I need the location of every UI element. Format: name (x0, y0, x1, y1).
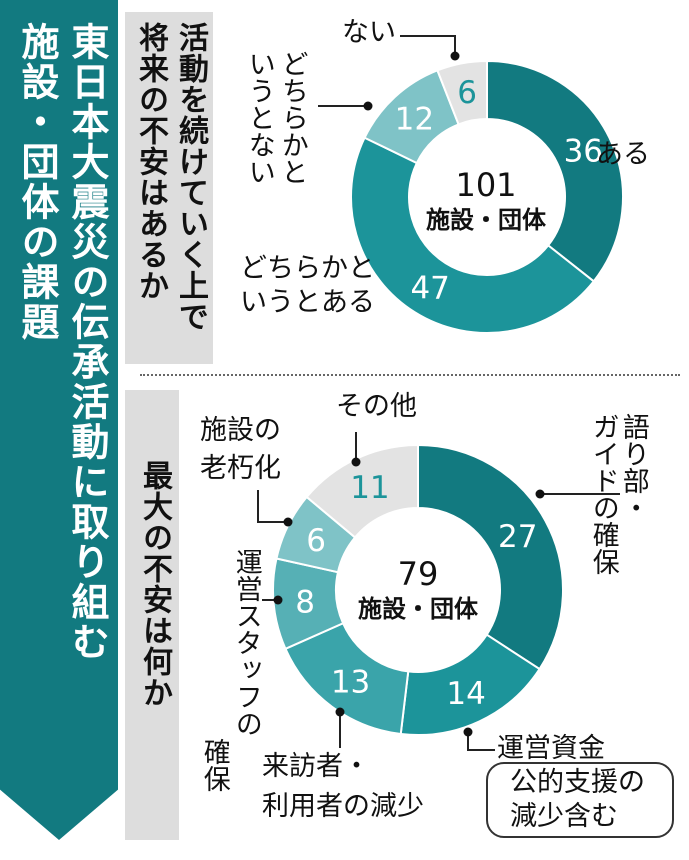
chart1-label-somewhat-no-1: どちらかと (276, 50, 308, 185)
chart1-label-somewhat-yes-1: どちらかと (240, 253, 375, 284)
chart1-leader-somewhat-no-dot (363, 101, 373, 111)
question-1-line-1: 活動を続けていく上で (173, 22, 208, 332)
chart1-center-unit: 施設・団体 (426, 206, 546, 234)
title-panel: 東日本大震災の伝承活動に取り組む 施設・団体の課題 (0, 0, 118, 840)
chart2-label-funds-1: 運営資金 (497, 733, 605, 764)
chart1-value-label-4: 6 (457, 75, 477, 111)
question-1-panel: 活動を続けていく上で 将来の不安はあるか (125, 12, 213, 364)
question-2-panel: 最大の不安は何か (125, 390, 179, 840)
chart2-leader-aging-dot (283, 517, 293, 527)
title-line-1: 東日本大震災の伝承活動に取り組む (65, 22, 109, 662)
chart2-label-staff-2: 確保 (198, 738, 230, 792)
chart2-leader-other-dot (351, 457, 361, 467)
chart2-leader-funds (467, 732, 495, 751)
chart1-slice-2 (350, 136, 596, 334)
chart1-leader-nai (400, 35, 456, 56)
chart1-label-somewhat-no-2: いうとない (243, 50, 275, 185)
chart2-label-visitors-1: 来訪者・ (262, 751, 370, 782)
question-2-text: 最大の不安は何か (137, 460, 172, 708)
label-leader-lines (257, 35, 620, 751)
chart2-funds-bracket (486, 762, 674, 838)
chart1-label-somewhat-yes-2: いうとある (240, 287, 375, 318)
chart2-leader-aging (257, 490, 288, 523)
chart2-value-label-6: 11 (350, 470, 389, 506)
chart2-label-guide-2b: の確保 (587, 494, 619, 575)
chart2-center-unit: 施設・団体 (358, 595, 478, 623)
chart2-label-guide-1b: 部・ (617, 467, 649, 521)
chart1-slice-4 (436, 59, 488, 126)
chart2-leader-visitors-dot (335, 707, 345, 717)
chart2-leader-funds-dot (463, 727, 473, 737)
chart1-value-label-2: 47 (410, 271, 449, 307)
chart2-label-other: その他 (336, 391, 417, 422)
chart2-label-guide-2: ガイドの確保 (587, 413, 619, 575)
chart2-label-guide-2a: ガイド (587, 413, 619, 494)
chart2-label-guide-1a: 語り (617, 413, 649, 467)
question-1-line-2: 将来の不安はあるか (133, 22, 168, 301)
chart2-label-funds-2: 公的支援の (510, 767, 645, 798)
chart2-slice-1 (417, 443, 564, 671)
chart2-leader-staff-dot (273, 595, 283, 605)
donut-chart-2: 27 14 13 8 6 11 (272, 443, 564, 736)
chart2-center-total: 79 (397, 555, 439, 593)
chart2-value-label-1: 27 (498, 519, 537, 555)
chart1-label-aru: ある (596, 139, 650, 170)
chart2-label-aging-1: 施設の (200, 415, 281, 446)
chart2-value-label-2: 14 (446, 676, 485, 712)
chart1-leader-nai-dot (450, 51, 460, 61)
chart1-value-label-3: 12 (395, 101, 434, 137)
section-divider (140, 374, 680, 376)
chart2-label-guide-1: 語り部・ (617, 413, 649, 521)
chart2-leader-guide-dot (535, 489, 545, 499)
chart2-label-visitors-2: 利用者の減少 (262, 791, 424, 822)
chart1-label-nai: ない (342, 17, 396, 48)
chart2-value-label-3: 13 (331, 664, 370, 700)
title-line-2: 施設・団体の課題 (15, 22, 59, 342)
chart1-value-label-1: 36 (564, 133, 603, 169)
chart1-slice-1 (486, 59, 624, 283)
chart2-slice-6 (305, 443, 419, 539)
chart2-value-label-4: 8 (295, 584, 315, 620)
chart2-label-funds-3: 減少含む (510, 801, 618, 832)
chart2-value-label-5: 6 (306, 523, 326, 559)
chart2-label-staff-1: 運営スタッフの (230, 548, 262, 737)
chart2-label-aging-2: 老朽化 (200, 453, 281, 484)
chart1-center-total: 101 (455, 166, 517, 204)
donut-chart-1: 36 47 12 6 (350, 59, 624, 334)
